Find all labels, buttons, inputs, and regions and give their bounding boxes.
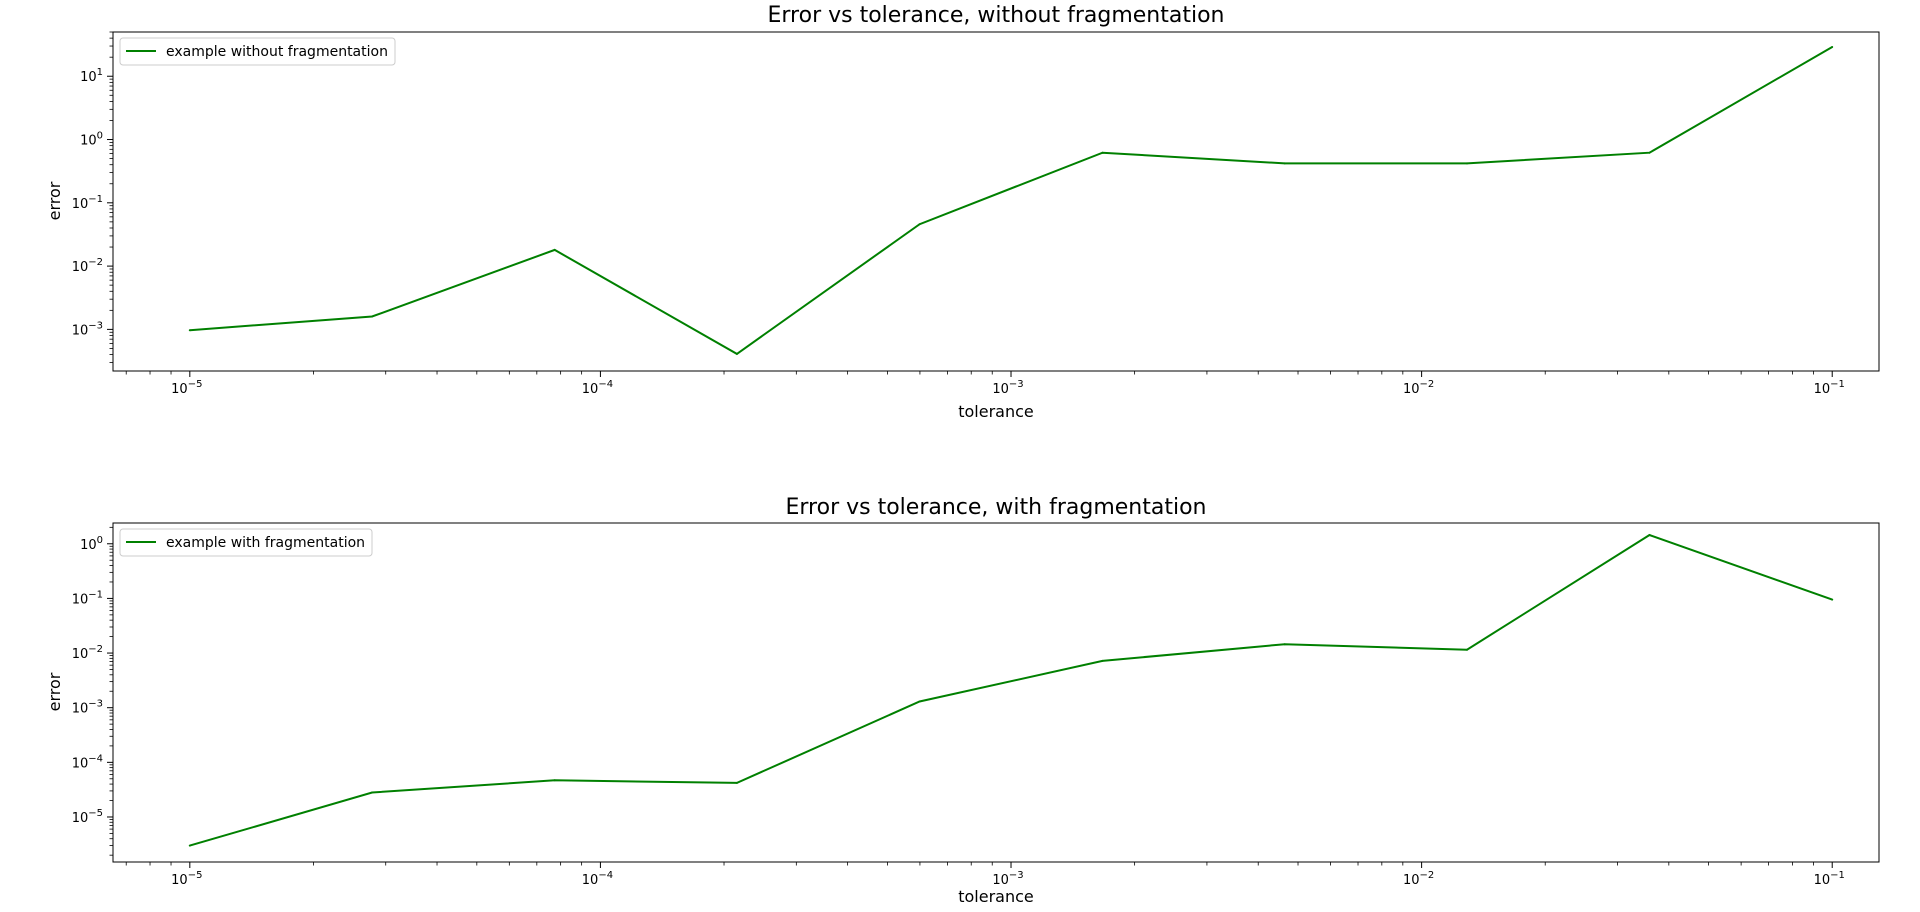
y-tick-label: 10−2 — [72, 644, 103, 662]
data-point — [553, 779, 556, 782]
x-tick-label: 10−5 — [171, 870, 202, 888]
data-point — [1831, 46, 1834, 48]
data-point — [1283, 162, 1286, 165]
x-tick-label: 10−2 — [1403, 870, 1434, 888]
x-axis-label: tolerance — [958, 402, 1034, 421]
data-point — [735, 352, 738, 355]
y-tick-label: 10−3 — [72, 320, 103, 338]
y-tick-label: 10−5 — [72, 808, 103, 826]
data-point — [1283, 643, 1286, 646]
series-line — [189, 46, 1833, 356]
y-tick-label: 100 — [80, 535, 103, 553]
x-tick-label: 10−3 — [992, 870, 1023, 888]
axis-ticks: 10−5 10−4 10−3 10−2 10−1 10−3 10−2 10−1 100 101 — [72, 31, 1845, 397]
data-point — [1101, 151, 1104, 154]
data-point — [1648, 151, 1651, 154]
legend-box — [119, 528, 373, 557]
data-point — [735, 781, 738, 784]
x-tick-label: 10−1 — [1814, 379, 1845, 397]
plot-frame — [112, 522, 1880, 863]
chart-title: Error vs tolerance, without fragmentatio… — [767, 3, 1224, 28]
x-axis-label: tolerance — [958, 887, 1034, 906]
x-tick-label: 10−5 — [171, 379, 202, 397]
series-layer — [188, 533, 1834, 847]
series-layer — [188, 46, 1834, 356]
data-point — [1648, 534, 1651, 536]
chart-without-fragmentation: Error vs tolerance, without fragmentatio… — [45, 3, 1880, 421]
x-tick-label: 10−4 — [582, 379, 613, 397]
data-point — [1831, 598, 1834, 601]
y-tick-label: 101 — [80, 67, 103, 85]
legend-label: example without fragmentation — [166, 44, 388, 60]
y-tick-label: 10−1 — [72, 589, 103, 607]
y-axis-label: error — [45, 672, 64, 711]
data-point — [918, 700, 921, 703]
y-tick-label: 10−1 — [72, 194, 103, 212]
data-point — [371, 315, 374, 318]
data-point — [918, 223, 921, 226]
y-tick-label: 10−3 — [72, 699, 103, 717]
x-tick-label: 10−4 — [582, 870, 613, 888]
data-point — [1466, 648, 1468, 651]
data-point — [1101, 659, 1104, 662]
axis-ticks: 10−5 10−4 10−3 10−2 10−1 10−5 10−4 10−3 10−2 10−1… — [72, 526, 1845, 888]
y-tick-label: 10−2 — [72, 257, 103, 275]
series-line — [189, 533, 1833, 847]
legend-box — [119, 37, 396, 66]
data-point — [371, 791, 374, 794]
plot-frame — [112, 31, 1880, 372]
chart-with-fragmentation: Error vs tolerance, with fragmentation 1… — [45, 495, 1880, 906]
y-tick-label: 100 — [80, 131, 103, 149]
data-point — [1466, 162, 1468, 165]
x-tick-label: 10−3 — [992, 379, 1023, 397]
legend: example with fragmentation — [119, 528, 373, 557]
chart-title: Error vs tolerance, with fragmentation — [786, 495, 1207, 520]
y-axis-label: error — [45, 181, 64, 220]
y-tick-label: 10−4 — [72, 753, 103, 771]
x-tick-label: 10−1 — [1814, 870, 1845, 888]
data-point — [188, 844, 191, 847]
x-tick-label: 10−2 — [1403, 379, 1434, 397]
data-point — [188, 329, 191, 332]
legend: example without fragmentation — [119, 37, 396, 66]
legend-label: example with fragmentation — [166, 535, 365, 551]
data-point — [553, 248, 556, 251]
